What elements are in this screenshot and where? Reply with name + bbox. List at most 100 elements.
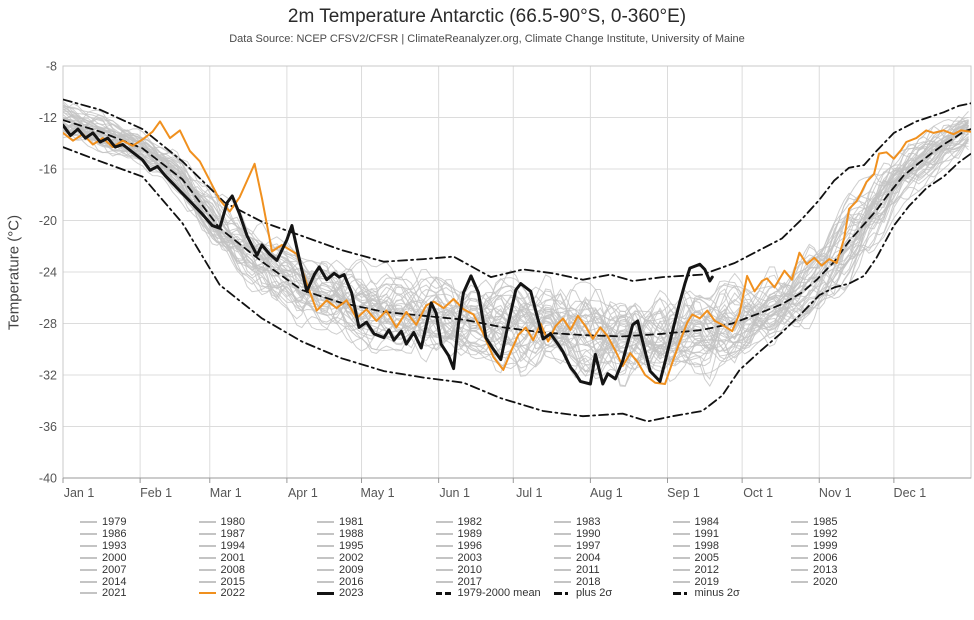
legend-item-2014[interactable]: 2014 bbox=[80, 576, 126, 588]
y-tick-label--36: -36 bbox=[39, 420, 57, 434]
x-tick-label-Feb-1: Feb 1 bbox=[140, 486, 172, 500]
legend-item-1992[interactable]: 1992 bbox=[791, 528, 837, 540]
legend-item-2010[interactable]: 2010 bbox=[435, 564, 482, 576]
legend-item-2011[interactable]: 2011 bbox=[554, 564, 600, 576]
year-line-2005 bbox=[63, 104, 969, 359]
legend-item-1990[interactable]: 1990 bbox=[554, 528, 600, 540]
y-tick-label--8: -8 bbox=[46, 60, 57, 74]
legend-swatch bbox=[554, 556, 571, 559]
legend-swatch bbox=[554, 544, 571, 547]
series-line-2022 bbox=[63, 120, 971, 385]
legend-item-1983[interactable]: 1983 bbox=[554, 516, 600, 528]
legend-item-2015[interactable]: 2015 bbox=[198, 575, 245, 588]
legend-swatch bbox=[435, 592, 453, 595]
legend-swatch bbox=[672, 521, 690, 523]
legend-item-2001[interactable]: 2001 bbox=[198, 552, 245, 564]
legend-item-1995[interactable]: 1995 bbox=[317, 540, 363, 552]
legend-label: 1990 bbox=[576, 527, 601, 540]
legend-swatch bbox=[435, 556, 453, 559]
y-tick-label--16: -16 bbox=[39, 163, 57, 177]
legend-item-1981[interactable]: 1981 bbox=[317, 516, 363, 528]
x-tick-label-Oct-1: Oct 1 bbox=[743, 486, 773, 500]
legend-label: 2003 bbox=[457, 551, 482, 564]
legend-item-1982[interactable]: 1982 bbox=[435, 516, 482, 528]
plot-area[interactable]: Jan 1 Feb 1 Mar 1 Apr 1 May 1 Jun 1 Jul 1 Aug 1… bbox=[0, 0, 974, 510]
legend-label: 1995 bbox=[339, 539, 364, 552]
legend-label: 2000 bbox=[102, 551, 127, 564]
legend-label: 1979 bbox=[102, 516, 127, 528]
legend-swatch bbox=[198, 568, 216, 571]
legend-item-2012[interactable]: 2012 bbox=[672, 563, 719, 576]
legend-item-1997[interactable]: 1997 bbox=[554, 540, 600, 552]
legend-item-1996[interactable]: 1996 bbox=[435, 540, 482, 552]
legend-item-2007[interactable]: 2007 bbox=[80, 564, 126, 576]
highlight-lines bbox=[63, 98, 971, 423]
legend-item-plus-2σ[interactable]: plus 2σ bbox=[554, 587, 612, 599]
legend-item-1993[interactable]: 1993 bbox=[80, 540, 126, 552]
legend-label: 2012 bbox=[694, 563, 719, 576]
y-tick-label--40: -40 bbox=[39, 472, 57, 486]
legend-item-1984[interactable]: 1984 bbox=[672, 516, 719, 528]
legend-item-1979-2000-mean[interactable]: 1979-2000 mean bbox=[435, 587, 541, 599]
legend-item-2005[interactable]: 2005 bbox=[672, 552, 719, 564]
legend-label: 1992 bbox=[813, 527, 838, 540]
legend-label: 2021 bbox=[102, 587, 127, 600]
legend-item-2004[interactable]: 2004 bbox=[554, 552, 600, 564]
legend-item-2019[interactable]: 2019 bbox=[672, 576, 719, 588]
year-line-2019 bbox=[63, 129, 969, 383]
legend-item-2009[interactable]: 2009 bbox=[317, 564, 363, 576]
legend-swatch bbox=[435, 568, 453, 571]
legend-item-1994[interactable]: 1994 bbox=[198, 540, 245, 552]
legend-item-1988[interactable]: 1988 bbox=[317, 528, 363, 540]
year-line-1993 bbox=[63, 114, 969, 349]
legend-label: 2018 bbox=[576, 575, 601, 588]
legend-swatch bbox=[435, 532, 453, 535]
legend-item-2020[interactable]: 2020 bbox=[791, 576, 837, 588]
legend-swatch bbox=[80, 580, 97, 583]
legend-item-2018[interactable]: 2018 bbox=[554, 576, 600, 588]
legend-item-1991[interactable]: 1991 bbox=[672, 528, 719, 540]
legend-item-2013[interactable]: 2013 bbox=[791, 564, 837, 576]
x-tick-label-Jun-1: Jun 1 bbox=[439, 486, 470, 500]
year-line-2021 bbox=[63, 123, 969, 371]
legend-swatch bbox=[198, 556, 216, 559]
legend-item-minus-2σ[interactable]: minus 2σ bbox=[672, 587, 740, 599]
legend-item-1980[interactable]: 1980 bbox=[198, 516, 245, 528]
x-tick-label-May-1: May 1 bbox=[360, 486, 394, 500]
legend-item-1986[interactable]: 1986 bbox=[80, 528, 126, 540]
legend-item-2003[interactable]: 2003 bbox=[435, 551, 482, 564]
year-line-2009 bbox=[63, 106, 969, 344]
legend-item-2002[interactable]: 2002 bbox=[317, 552, 363, 564]
legend-swatch bbox=[672, 544, 690, 547]
legend-item-2023[interactable]: 2023 bbox=[317, 587, 363, 599]
legend-label: 2017 bbox=[457, 575, 482, 588]
x-tick-label-Jan-1: Jan 1 bbox=[64, 486, 95, 500]
x-tick-label-Aug-1: Aug 1 bbox=[590, 486, 623, 500]
legend-item-2008[interactable]: 2008 bbox=[198, 564, 245, 576]
legend-item-2000[interactable]: 2000 bbox=[80, 552, 126, 564]
legend-item-1979[interactable]: 1979 bbox=[80, 516, 126, 528]
legend-label: 2015 bbox=[220, 575, 245, 588]
legend-swatch bbox=[80, 592, 97, 595]
legend-label: 2004 bbox=[576, 551, 601, 564]
legend-item-1987[interactable]: 1987 bbox=[198, 528, 245, 540]
legend-swatch bbox=[554, 532, 571, 535]
legend-item-1985[interactable]: 1985 bbox=[791, 516, 837, 528]
legend-item-2017[interactable]: 2017 bbox=[435, 575, 482, 588]
legend-item-2021[interactable]: 2021 bbox=[80, 587, 126, 599]
legend-label: 1997 bbox=[576, 539, 601, 552]
legend-item-2006[interactable]: 2006 bbox=[791, 552, 837, 564]
legend-item-2022[interactable]: 2022 bbox=[198, 587, 245, 599]
legend-item-1989[interactable]: 1989 bbox=[435, 528, 482, 540]
series-line-plus-2σ bbox=[63, 98, 971, 282]
legend-swatch bbox=[198, 521, 216, 523]
legend-label: 2013 bbox=[813, 563, 838, 576]
legend-item-2016[interactable]: 2016 bbox=[317, 576, 363, 588]
legend-item-1998[interactable]: 1998 bbox=[672, 540, 719, 552]
legend-item-1999[interactable]: 1999 bbox=[791, 540, 837, 552]
legend-swatch bbox=[791, 532, 808, 535]
year-line-2002 bbox=[63, 129, 969, 371]
plot-canvas[interactable]: Jan 1 Feb 1 Mar 1 Apr 1 May 1 Jun 1 Jul 1 Aug 1… bbox=[0, 0, 974, 505]
legend-label: 2011 bbox=[576, 563, 600, 576]
